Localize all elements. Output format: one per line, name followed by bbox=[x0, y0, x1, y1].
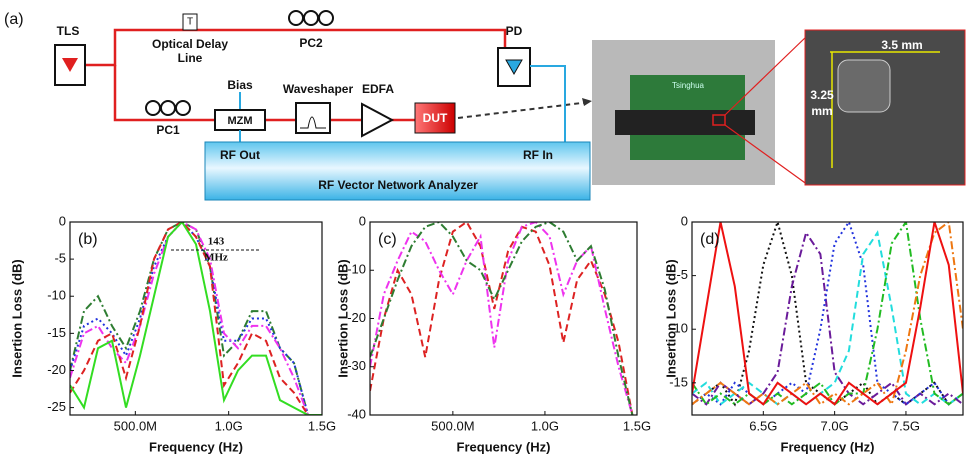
x-axis-title: Frequency (Hz) bbox=[149, 439, 243, 454]
x-tick-label: 1.0G bbox=[215, 418, 243, 433]
tls-label: TLS bbox=[57, 24, 80, 38]
chart: 0 -5 -10 -15 -20 -25 500.0M 1.0G 1.5G Frequency (… bbox=[9, 213, 336, 454]
x-tick-label: 500.0M bbox=[431, 418, 474, 433]
pc2 bbox=[289, 11, 333, 25]
x-tick-label: 1.0G bbox=[531, 418, 559, 433]
x-axis-title: Frequency (Hz) bbox=[781, 439, 875, 454]
pd-label: PD bbox=[506, 24, 523, 38]
y-tick-label: 0 bbox=[359, 213, 366, 228]
y-tick-label: -5 bbox=[54, 251, 66, 266]
y-axis-title: Insertion Loss (dB) bbox=[9, 259, 24, 377]
y-tick-label: -15 bbox=[47, 325, 66, 340]
pc2-label: PC2 bbox=[299, 36, 323, 50]
y-tick-label: -40 bbox=[347, 406, 366, 421]
series-line bbox=[692, 222, 963, 404]
arrow bbox=[458, 102, 590, 118]
height-label: mm bbox=[811, 104, 832, 118]
arrow-head bbox=[582, 98, 592, 106]
delay-label: Optical Delay bbox=[152, 37, 228, 51]
bias-label: Bias bbox=[227, 78, 253, 92]
series-line bbox=[692, 222, 963, 404]
y-tick-label: -20 bbox=[47, 362, 66, 377]
edfa-label: EDFA bbox=[362, 82, 394, 96]
y-tick-label: 0 bbox=[59, 213, 66, 228]
panel-label: (b) bbox=[78, 231, 98, 248]
vna-label: RF Vector Network Analyzer bbox=[318, 178, 478, 192]
series-line bbox=[692, 222, 963, 404]
pc1-label: PC1 bbox=[156, 123, 180, 137]
rf-out-label: RF Out bbox=[220, 148, 260, 162]
x-tick-label: 6.5G bbox=[749, 418, 777, 433]
series-line bbox=[70, 222, 322, 415]
series-line bbox=[70, 222, 322, 415]
y-axis-title: Insertion Loss (dB) bbox=[335, 259, 350, 377]
delay-box-label: T bbox=[187, 17, 193, 28]
figure: (a) TLS T Optical Delay Line PC2 PC1 Bia… bbox=[0, 0, 966, 459]
waveshaper-label: Waveshaper bbox=[283, 82, 354, 96]
x-tick-label: 7.5G bbox=[892, 418, 920, 433]
annotation: 143 bbox=[208, 236, 225, 248]
x-tick-label: 1.5G bbox=[623, 418, 651, 433]
panel-label: (d) bbox=[700, 231, 720, 248]
y-tick-label: -25 bbox=[47, 399, 66, 414]
series-line bbox=[692, 222, 963, 404]
series-line bbox=[70, 222, 322, 415]
panel-label: (c) bbox=[378, 231, 397, 248]
y-axis-title: Insertion Loss (dB) bbox=[663, 259, 678, 377]
zoom-device bbox=[838, 60, 890, 112]
pc1 bbox=[146, 101, 190, 115]
x-tick-label: 500.0M bbox=[114, 418, 157, 433]
height-label: 3.25 bbox=[810, 88, 834, 102]
setup-diagram: (a) TLS T Optical Delay Line PC2 PC1 Bia… bbox=[4, 11, 965, 200]
x-tick-label: 1.5G bbox=[308, 418, 336, 433]
x-axis-title: Frequency (Hz) bbox=[457, 439, 551, 454]
annotation: MHz bbox=[204, 252, 228, 264]
series-line bbox=[692, 233, 963, 405]
delay-label: Line bbox=[178, 51, 203, 65]
board-label: Tsinghua bbox=[672, 81, 705, 90]
series-line bbox=[70, 222, 322, 415]
panel-label: (a) bbox=[4, 11, 24, 28]
width-label: 3.5 mm bbox=[881, 38, 922, 52]
series-line bbox=[70, 222, 322, 415]
dut-label: DUT bbox=[423, 111, 448, 125]
rf-in-label: RF In bbox=[523, 148, 553, 162]
y-tick-label: 0 bbox=[681, 213, 688, 228]
series-line bbox=[692, 222, 963, 404]
x-tick-label: 7.0G bbox=[821, 418, 849, 433]
y-tick-label: -10 bbox=[47, 288, 66, 303]
mzm-label: MZM bbox=[227, 115, 252, 127]
edfa bbox=[362, 104, 392, 136]
plot-frame bbox=[70, 222, 322, 415]
